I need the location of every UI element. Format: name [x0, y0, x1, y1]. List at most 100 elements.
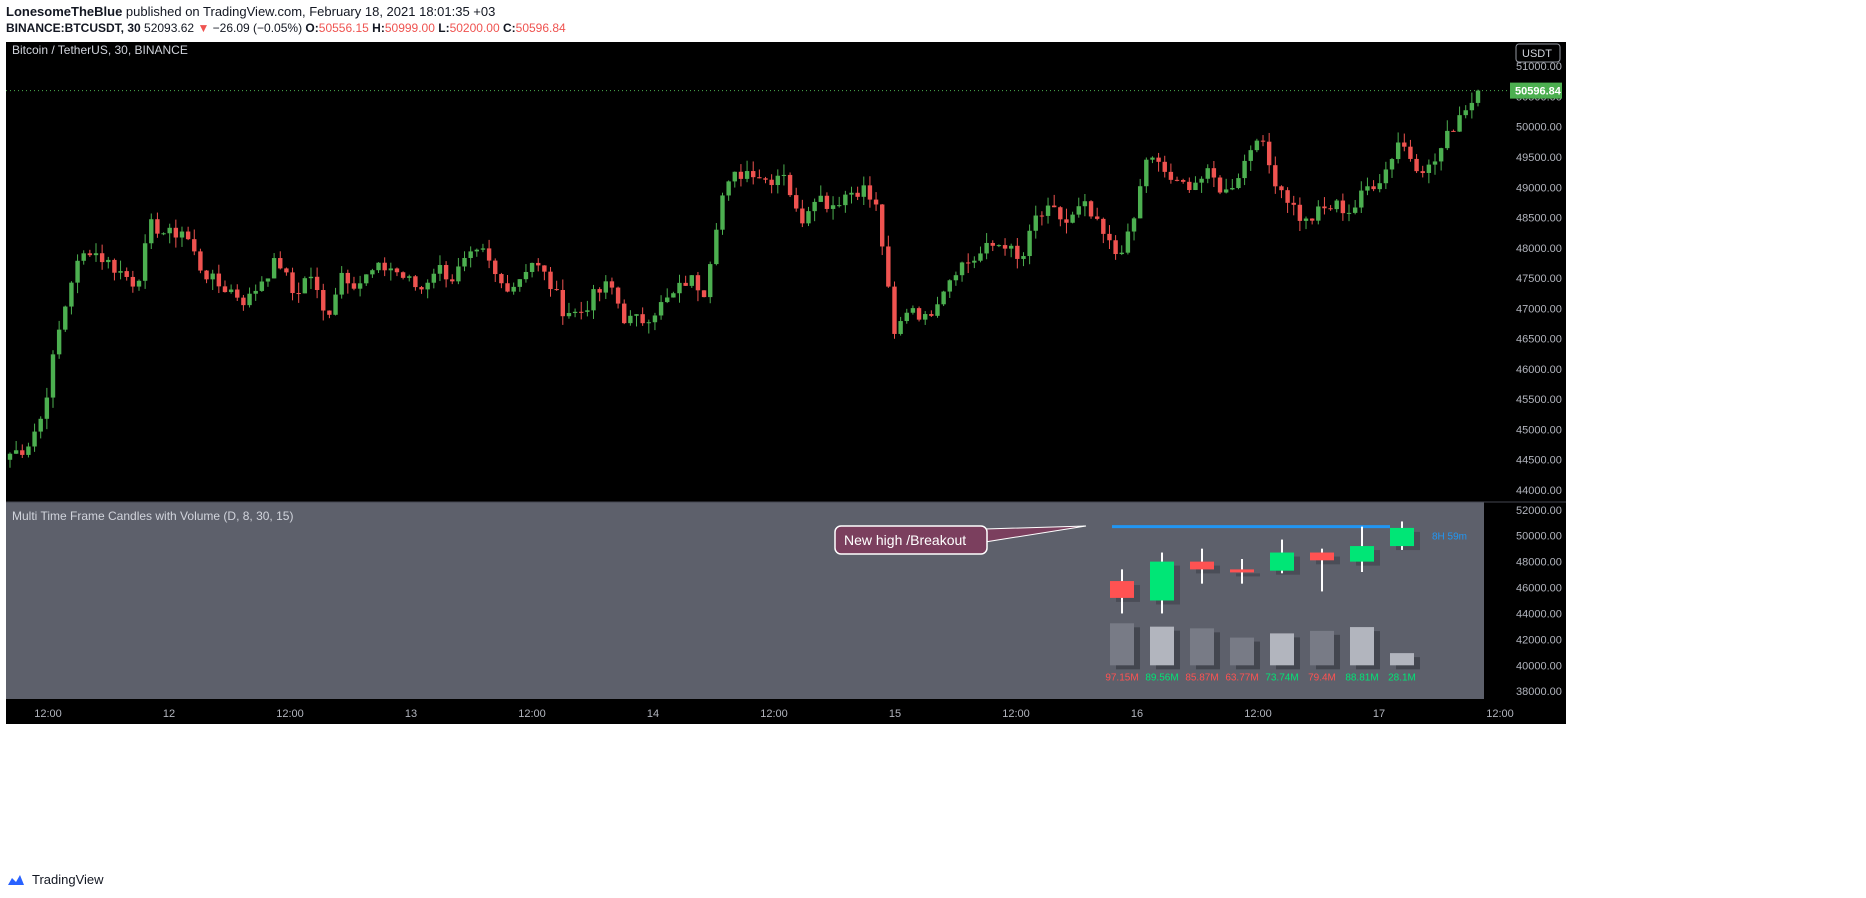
- candle-body: [38, 418, 43, 432]
- candle-body: [1002, 245, 1008, 249]
- candle-body: [155, 219, 160, 234]
- candle-body: [314, 276, 320, 291]
- candle-body: [597, 289, 602, 293]
- candle-body: [339, 272, 344, 295]
- candle-body: [1033, 215, 1038, 231]
- last-price-label: 50596.84: [1515, 86, 1562, 98]
- candle-body: [1045, 205, 1051, 216]
- mtf-volumes: 97.15M 89.56M 85.87M 63.77M 73.74M 79.4M 88.81…: [1105, 623, 1420, 683]
- main-pane-bg: [6, 42, 1508, 502]
- candle-body: [333, 294, 338, 315]
- candle-body: [69, 282, 74, 307]
- candle-body: [972, 260, 977, 263]
- candle-body: [1328, 208, 1333, 210]
- candle-body: [1064, 219, 1069, 223]
- candle-body: [1101, 218, 1106, 234]
- chart-area[interactable]: 44000.00 44500.00 45000.00 45500.00 46000.00…: [0, 42, 1866, 868]
- candle-body: [431, 273, 437, 283]
- author-name[interactable]: LonesomeTheBlue: [6, 4, 123, 19]
- candle-body: [959, 262, 965, 276]
- candle-body: [271, 258, 277, 279]
- price-tick-label: 47000.00: [1516, 303, 1562, 315]
- candle-body: [1389, 159, 1395, 170]
- candle-body: [683, 282, 688, 286]
- candle-body: [818, 195, 823, 202]
- time-tick-label: 12:00: [1486, 708, 1514, 720]
- volume-bar: [1310, 630, 1334, 666]
- candle-body: [407, 276, 412, 278]
- candle-body: [837, 205, 842, 207]
- time-tick-label: 14: [647, 708, 659, 720]
- price-tick-label: 48500.00: [1516, 213, 1562, 225]
- candle-body: [1340, 200, 1346, 214]
- time-tick-label: 12:00: [276, 708, 304, 720]
- candle-body: [708, 264, 713, 298]
- candle-body: [253, 290, 258, 294]
- indicator-tick-label: 46000.00: [1516, 583, 1562, 595]
- candle-body: [192, 239, 197, 252]
- candle-body: [185, 231, 191, 240]
- candle-body: [1113, 240, 1118, 255]
- price-change: −26.09 (−0.05%): [212, 21, 303, 35]
- candle-body: [1285, 190, 1290, 203]
- candle-body: [1475, 90, 1481, 103]
- candle-body: [1469, 102, 1475, 111]
- candle-body: [1230, 187, 1235, 190]
- candle-body: [1058, 207, 1063, 220]
- mtf-candle-body: [1390, 527, 1414, 547]
- candle-body: [443, 265, 449, 280]
- tradingview-logo-icon: [8, 874, 24, 885]
- footer-brand[interactable]: TradingView: [32, 872, 104, 887]
- candle-body: [910, 308, 916, 313]
- low-label: L:: [438, 21, 450, 35]
- candle-body: [124, 271, 129, 277]
- candle-body: [634, 314, 639, 316]
- candle-body: [744, 171, 750, 179]
- candle-body: [1291, 202, 1296, 205]
- open-label: O:: [305, 21, 319, 35]
- candle-body: [689, 275, 694, 286]
- volume-bar: [1230, 637, 1254, 666]
- candle-body: [474, 249, 480, 252]
- price-tick-label: 47500.00: [1516, 273, 1562, 285]
- candle-body: [1266, 141, 1272, 166]
- mtf-candle-shadow: [1236, 573, 1260, 577]
- candle-body: [880, 204, 885, 247]
- candle-body: [1402, 142, 1407, 147]
- candle-body: [241, 297, 246, 306]
- candle-body: [278, 258, 283, 269]
- candle-body: [652, 315, 658, 323]
- candle-body: [1082, 201, 1088, 207]
- candle-body: [1432, 161, 1438, 165]
- time-tick-label: 16: [1131, 708, 1143, 720]
- candle-body: [591, 289, 596, 311]
- candle-body: [210, 273, 215, 280]
- volume-label: 28.1M: [1388, 672, 1416, 683]
- candle-body: [388, 268, 394, 271]
- candle-body: [161, 233, 166, 235]
- mtf-candle-body: [1150, 561, 1174, 601]
- candle-body: [167, 227, 172, 234]
- indicator-pane-bg: [6, 502, 1484, 699]
- candle-body: [529, 262, 535, 272]
- candle-body: [1137, 186, 1143, 219]
- candle-body: [714, 229, 719, 265]
- candle-body: [1187, 181, 1192, 191]
- candle-body: [996, 245, 1002, 247]
- volume-label: 85.87M: [1185, 672, 1218, 683]
- price-tick-label: 50000.00: [1516, 122, 1562, 134]
- candle-body: [1377, 183, 1382, 190]
- indicator-tick-label: 48000.00: [1516, 557, 1562, 569]
- currency-button[interactable]: [1515, 43, 1561, 63]
- candle-body: [922, 314, 928, 320]
- candle-body: [149, 219, 154, 244]
- candle-body: [142, 243, 148, 281]
- candle-body: [806, 211, 811, 224]
- indicator-tick-label: 50000.00: [1516, 531, 1562, 543]
- candle-body: [1352, 207, 1358, 213]
- candle-body: [1070, 214, 1075, 223]
- volume-bar: [1150, 626, 1174, 666]
- mtf-candle-body: [1190, 561, 1214, 570]
- candle-body: [1223, 189, 1229, 193]
- candle-body: [579, 311, 584, 313]
